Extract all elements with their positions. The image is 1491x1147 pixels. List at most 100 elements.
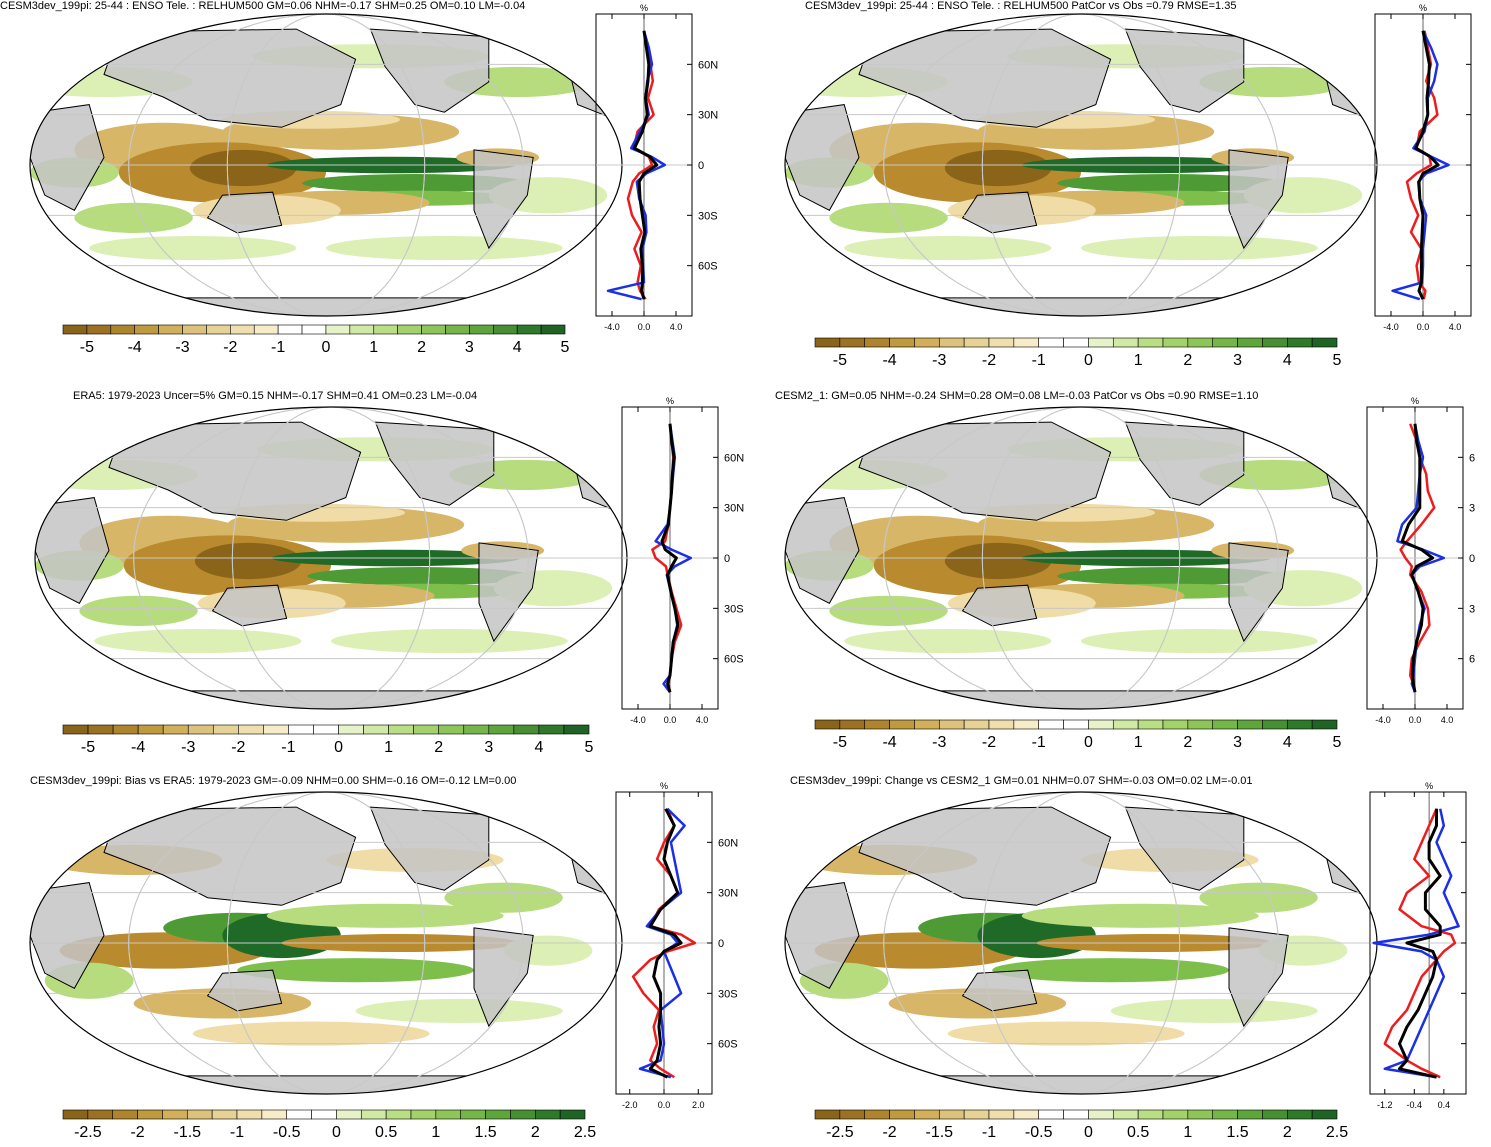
anomaly-region	[307, 567, 533, 586]
colorbar-segment	[513, 724, 540, 735]
land-region	[842, 690, 1320, 709]
colorbar-segment	[1262, 337, 1288, 348]
colorbar-segment	[488, 724, 515, 735]
colorbar-segment	[889, 337, 915, 348]
anomaly-map	[785, 14, 1377, 316]
colorbar-segment	[814, 1109, 841, 1120]
colorbar-segment	[137, 1109, 163, 1120]
x-tick-label: -4.0	[1375, 715, 1391, 725]
colorbar-segment	[1063, 1109, 1089, 1120]
colorbar-segment	[1162, 1109, 1189, 1120]
land-region	[30, 882, 105, 989]
colorbar-label: 4	[1283, 734, 1292, 751]
land-region	[785, 497, 860, 604]
anomaly-region	[94, 628, 302, 654]
colorbar-segment	[1212, 719, 1238, 730]
colorbar-segment	[889, 1109, 915, 1120]
colorbar-label: -3	[932, 352, 946, 369]
colorbar-segment	[336, 1109, 362, 1120]
panel-graphic: % -4.0 0.0 4.0 -5 -4 -3 -2 -1 0 1 2 3 4 5	[784, 3, 1472, 369]
colorbar-segment	[1013, 337, 1040, 348]
land-region	[35, 497, 110, 604]
colorbar-segment	[914, 337, 940, 348]
colorbar-segment	[338, 724, 364, 735]
colorbar-label: -1	[271, 339, 285, 356]
colorbar-label: 4	[513, 339, 522, 356]
colorbar-segment	[1237, 337, 1263, 348]
anomaly-region	[192, 1021, 430, 1046]
land-region	[211, 584, 288, 627]
colorbar-segment	[301, 324, 327, 335]
colorbar-segment	[864, 719, 890, 730]
colorbar-label: 5	[561, 339, 570, 356]
colorbar-label: 2.5	[574, 1124, 596, 1141]
colorbar-segment	[1088, 1109, 1114, 1120]
longitude-line	[981, 792, 1181, 1094]
colorbar-label: 0	[1084, 1124, 1093, 1141]
colorbar-label: 1	[369, 339, 378, 356]
y-tick-label: 30N	[724, 503, 744, 515]
anomaly-region	[302, 174, 528, 193]
x-tick-label: -0.4	[1407, 1100, 1423, 1110]
colorbar-segment	[534, 1109, 561, 1120]
profile-unit: %	[640, 3, 648, 13]
longitude-line	[133, 407, 529, 709]
colorbar-segment	[410, 1109, 437, 1120]
colorbar-segment	[187, 724, 214, 735]
colorbar-segment	[1112, 719, 1139, 730]
colorbar-label: -4	[882, 352, 896, 369]
colorbar-label: 2	[1183, 352, 1192, 369]
colorbar-segment	[112, 1109, 138, 1120]
colorbar-segment	[938, 719, 965, 730]
panel-graphic: % -2.0 0.0 2.0 60N 30N 0 30S 60S -2.5 -2 -1.5 -1 -0.5…	[29, 781, 738, 1141]
colorbar-segment	[1038, 1109, 1064, 1120]
anomaly-region	[444, 882, 563, 913]
colorbar-segment	[158, 324, 183, 335]
land-region	[30, 104, 105, 211]
colorbar-segment	[1038, 719, 1064, 730]
longitude-line	[883, 14, 1279, 316]
colorbar-segment	[914, 1109, 940, 1120]
colorbar-segment	[492, 324, 518, 335]
colorbar-segment	[238, 724, 264, 735]
colorbar-segment	[1137, 719, 1164, 730]
colorbar-label: -4	[128, 339, 142, 356]
colorbar-label: -4	[131, 739, 145, 756]
y-tick-label: 30S	[724, 603, 744, 615]
panel-title: ERA5: 1979-2023 Uncer=5% GM=0.15 NHM=-0.…	[73, 390, 478, 402]
anomaly-region	[992, 958, 1229, 983]
y-tick-label: 30N	[718, 888, 738, 900]
profile-curve-black	[660, 423, 680, 693]
colorbar-segment	[1286, 337, 1313, 348]
y-tick-label: 0	[718, 938, 724, 950]
colorbar-segment	[889, 719, 915, 730]
colorbar-segment	[62, 324, 88, 335]
colorbar-label: 3	[465, 339, 474, 356]
panel-title: CESM2_1: GM=0.05 NHM=-0.24 SHM=0.28 OM=0…	[775, 390, 1259, 402]
colorbar-segment	[62, 1109, 89, 1120]
y-tick-label: 60N	[724, 452, 744, 464]
x-tick-label: 4.0	[1441, 715, 1454, 725]
land-region	[103, 806, 357, 906]
land-region	[785, 104, 860, 211]
anomaly-region	[844, 628, 1052, 654]
colorbar-segment	[1162, 719, 1189, 730]
anomaly-region	[947, 1021, 1185, 1046]
colorbar-segment	[963, 337, 990, 348]
colorbar-segment	[413, 724, 440, 735]
colorbar-segment	[839, 337, 866, 348]
colorbar-segment	[1013, 1109, 1040, 1120]
colorbar-segment	[988, 1109, 1015, 1120]
y-tick-label: 60N	[698, 59, 718, 71]
x-tick-label: 2.0	[692, 1100, 705, 1110]
land-region	[206, 969, 283, 1012]
colorbar-segment	[1286, 719, 1313, 730]
colorbar-segment	[1237, 719, 1263, 730]
colorbar-label: -1.5	[925, 1124, 953, 1141]
colorbar-segment	[1311, 337, 1338, 348]
land-region	[842, 1075, 1320, 1094]
colorbar-segment	[460, 1109, 486, 1120]
colorbar-segment	[277, 324, 303, 335]
colorbar-label: 3	[484, 739, 493, 756]
colorbar-segment	[988, 719, 1015, 730]
